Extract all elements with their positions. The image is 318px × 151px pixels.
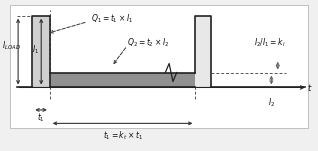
Text: $t_1 = k_t \times t_1$: $t_1 = k_t \times t_1$ — [103, 129, 142, 142]
Text: $t_1$: $t_1$ — [37, 111, 45, 124]
Text: $I_{LOAD}$: $I_{LOAD}$ — [2, 39, 21, 52]
Bar — [50, 72, 195, 87]
Text: $I_2$: $I_2$ — [267, 96, 275, 109]
Text: $I_2/I_1 = k_i$: $I_2/I_1 = k_i$ — [254, 36, 286, 49]
Text: $t$: $t$ — [307, 82, 313, 93]
Bar — [10, 5, 308, 128]
Text: $I_1$: $I_1$ — [32, 44, 39, 56]
Text: $Q_2 = t_2 \times I_2$: $Q_2 = t_2 \times I_2$ — [127, 36, 169, 49]
Bar — [32, 16, 50, 87]
Bar — [195, 16, 211, 87]
Text: $Q_1 = t_1 \times I_1$: $Q_1 = t_1 \times I_1$ — [91, 12, 133, 25]
